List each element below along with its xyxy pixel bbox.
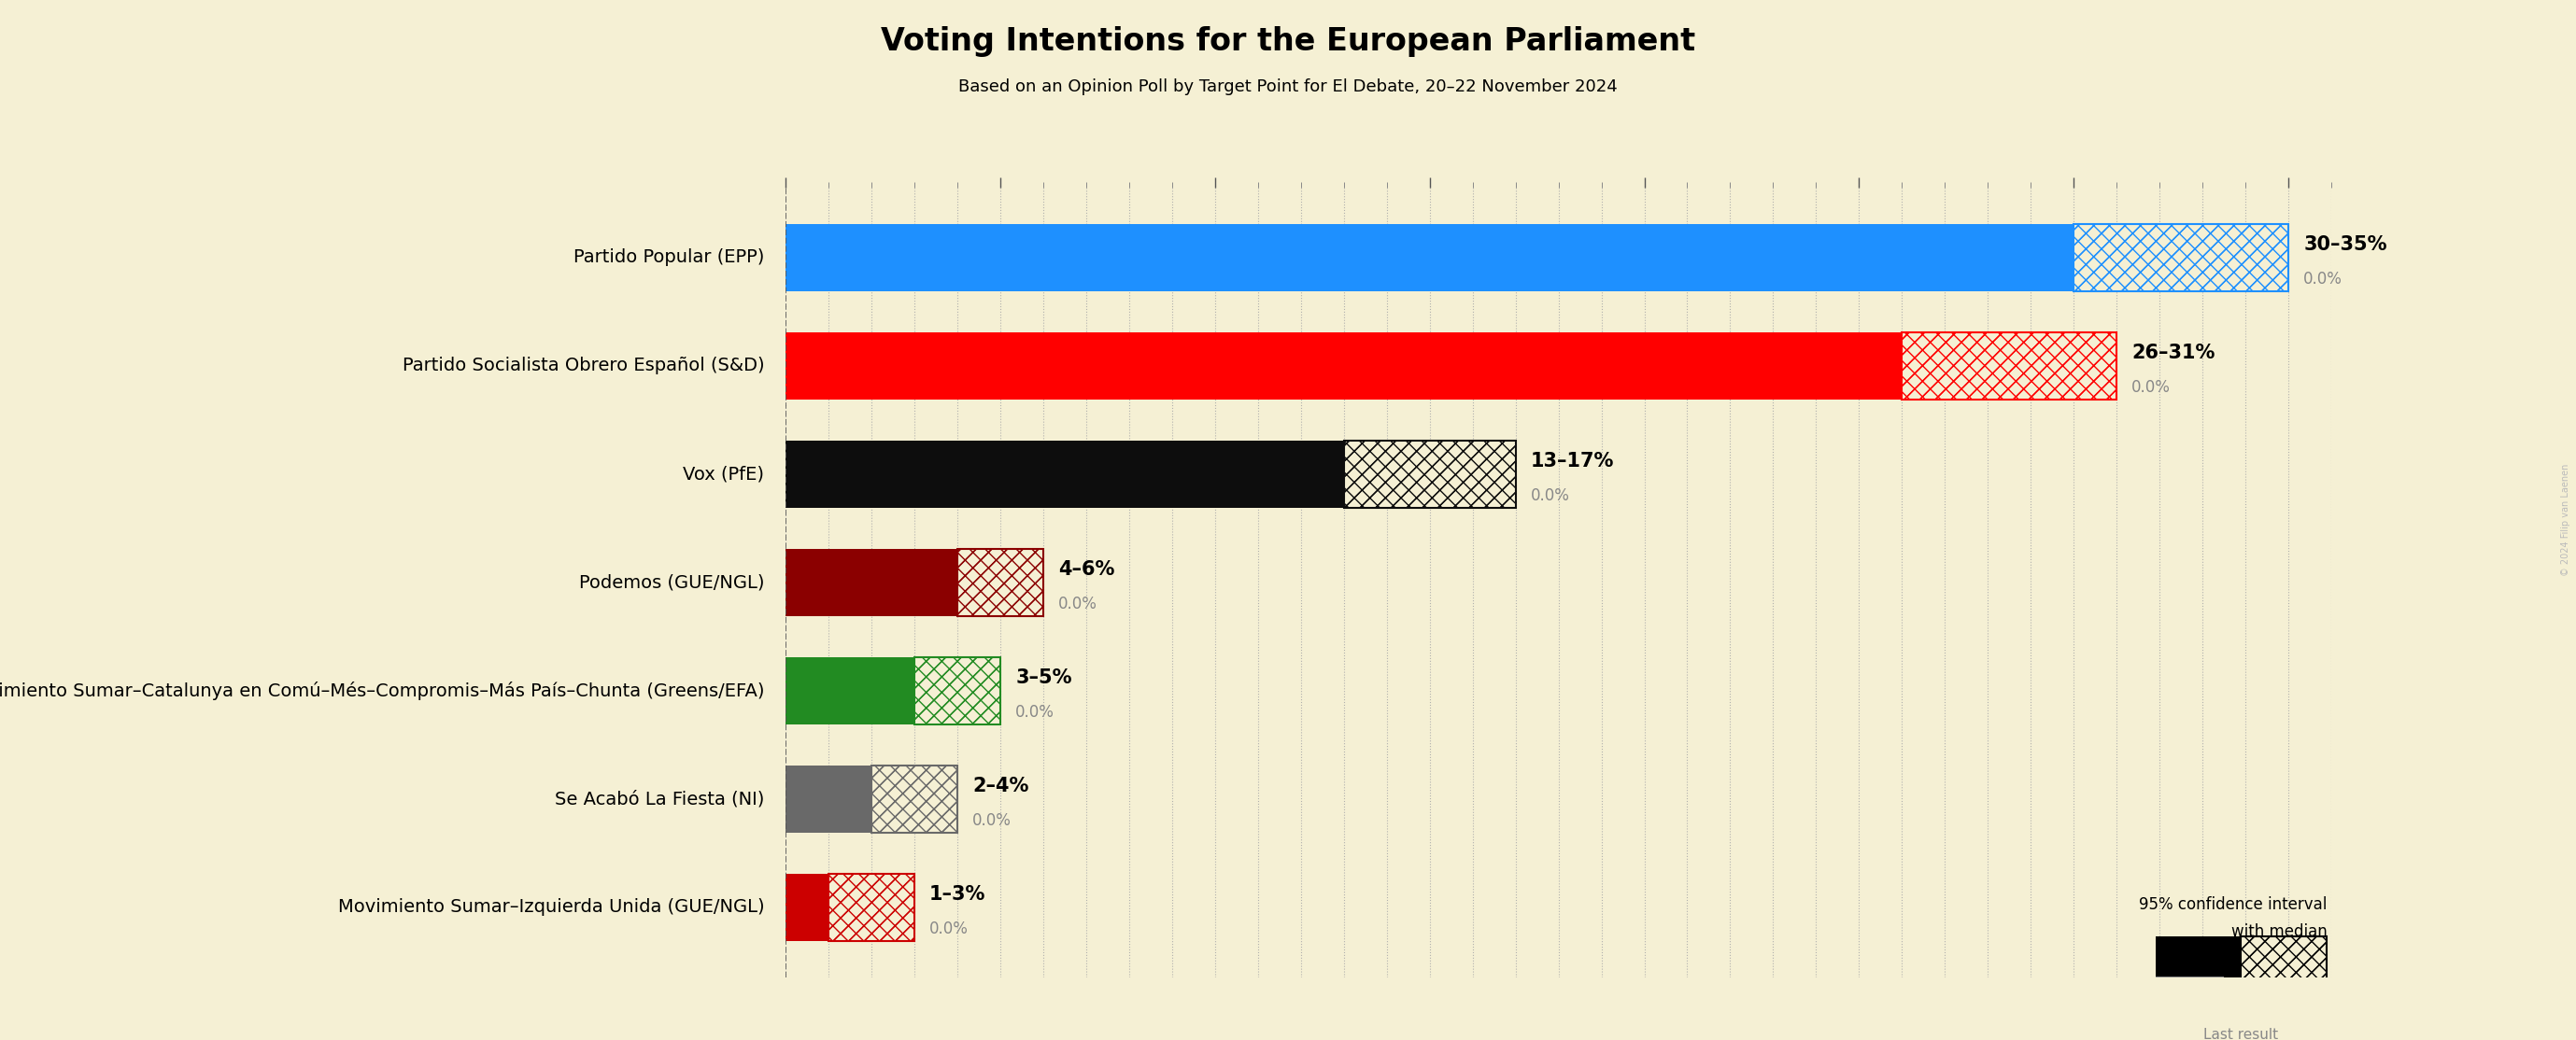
Text: 2–4%: 2–4% xyxy=(974,777,1028,796)
Bar xyxy=(958,549,1043,616)
Text: 95% confidence interval: 95% confidence interval xyxy=(2138,895,2326,913)
Text: Last result: Last result xyxy=(2202,1028,2280,1040)
Bar xyxy=(871,765,958,832)
Bar xyxy=(2074,224,2287,291)
Bar xyxy=(2156,977,2223,1017)
Text: 4–6%: 4–6% xyxy=(1059,561,1115,578)
Bar xyxy=(786,765,871,832)
Text: with median: with median xyxy=(2231,922,2326,940)
Text: 30–35%: 30–35% xyxy=(2303,235,2388,254)
Bar xyxy=(786,657,914,724)
Bar xyxy=(914,657,999,724)
Bar xyxy=(958,549,1043,616)
Text: 1–3%: 1–3% xyxy=(930,885,987,904)
Text: 0.0%: 0.0% xyxy=(1059,596,1097,613)
Text: © 2024 Filip van Laenen: © 2024 Filip van Laenen xyxy=(2561,464,2571,576)
Text: 0.0%: 0.0% xyxy=(974,812,1012,829)
Text: 0.0%: 0.0% xyxy=(2303,270,2342,288)
Text: Partido Popular (EPP): Partido Popular (EPP) xyxy=(574,249,765,266)
Bar xyxy=(786,333,1901,399)
Bar xyxy=(871,765,958,832)
Bar xyxy=(829,874,914,941)
Bar xyxy=(958,549,1043,616)
Text: 13–17%: 13–17% xyxy=(1530,451,1615,470)
Bar xyxy=(2156,937,2241,997)
Bar xyxy=(1901,333,2117,399)
Bar xyxy=(1345,441,1515,508)
Text: Podemos (GUE/NGL): Podemos (GUE/NGL) xyxy=(580,573,765,592)
Text: Partido Socialista Obrero Español (S&D): Partido Socialista Obrero Español (S&D) xyxy=(402,357,765,374)
Text: Se Acabó La Fiesta (NI): Se Acabó La Fiesta (NI) xyxy=(554,790,765,808)
Bar xyxy=(1901,333,2117,399)
Bar xyxy=(1901,333,2117,399)
Bar xyxy=(2074,224,2287,291)
Bar xyxy=(829,874,914,941)
Bar xyxy=(786,224,2074,291)
Bar xyxy=(2241,937,2326,997)
Bar xyxy=(2241,937,2326,997)
Text: Movimiento Sumar–Izquierda Unida (GUE/NGL): Movimiento Sumar–Izquierda Unida (GUE/NG… xyxy=(337,899,765,916)
Bar xyxy=(2074,224,2287,291)
Text: Based on an Opinion Poll by Target Point for El Debate, 20–22 November 2024: Based on an Opinion Poll by Target Point… xyxy=(958,78,1618,95)
Text: 3–5%: 3–5% xyxy=(1015,669,1072,687)
Text: Voting Intentions for the European Parliament: Voting Intentions for the European Parli… xyxy=(881,26,1695,57)
Bar xyxy=(914,657,999,724)
Text: 0.0%: 0.0% xyxy=(2133,380,2172,396)
Text: Movimiento Sumar–Catalunya en Comú–Més–Compromis–Más País–Chunta (Greens/EFA): Movimiento Sumar–Catalunya en Comú–Més–C… xyxy=(0,681,765,700)
Bar xyxy=(958,549,1043,616)
Bar xyxy=(829,874,914,941)
Bar xyxy=(1345,441,1515,508)
Bar xyxy=(914,657,999,724)
Bar xyxy=(2241,937,2326,997)
Text: 26–31%: 26–31% xyxy=(2133,343,2215,362)
Bar xyxy=(1345,441,1515,508)
Bar xyxy=(1345,441,1515,508)
Bar xyxy=(871,765,958,832)
Text: 0.0%: 0.0% xyxy=(930,920,969,937)
Bar xyxy=(786,549,958,616)
Bar xyxy=(1901,333,2117,399)
Bar xyxy=(2074,224,2287,291)
Text: 0.0%: 0.0% xyxy=(1530,488,1569,504)
Text: Vox (PfE): Vox (PfE) xyxy=(683,465,765,483)
Text: 0.0%: 0.0% xyxy=(1015,704,1054,721)
Bar xyxy=(2241,937,2326,997)
Bar xyxy=(871,765,958,832)
Bar xyxy=(829,874,914,941)
Bar xyxy=(786,441,1345,508)
Bar xyxy=(914,657,999,724)
Bar xyxy=(786,874,829,941)
